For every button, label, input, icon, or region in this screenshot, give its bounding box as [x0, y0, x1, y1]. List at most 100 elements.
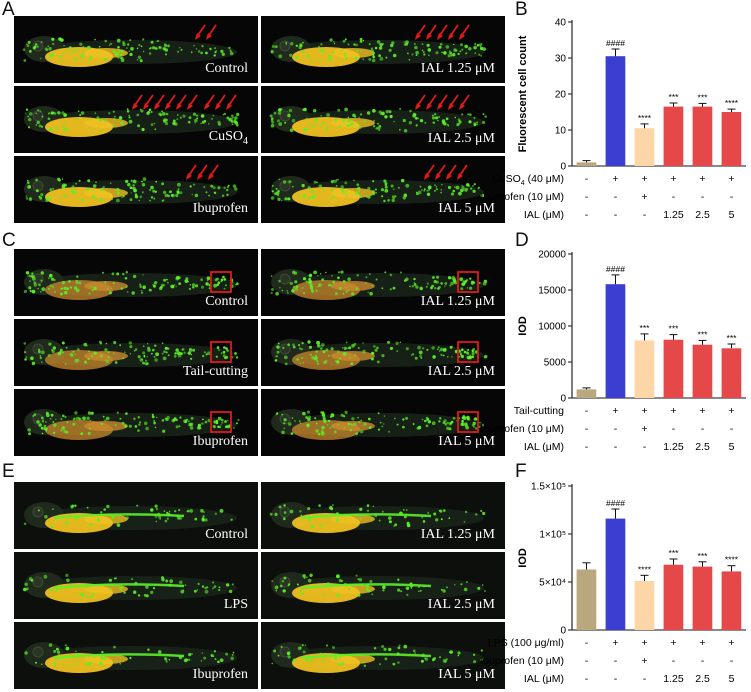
bar-chart-svg: 0 5000 10000 15000 20000 IOD #### *** *** *** *** T… — [480, 250, 746, 453]
treatment-mark: 5 — [729, 209, 735, 221]
treatment-row-label: Ibuprofen (10 μM) — [480, 423, 564, 435]
zebrafish-larva — [14, 389, 258, 456]
zebrafish-larva — [261, 482, 505, 549]
red-arrow-marker — [143, 94, 154, 110]
image-label: IAL 1.25 μM — [420, 527, 495, 542]
zebrafish-larva — [261, 622, 505, 689]
y-tick-label: 10000 — [538, 322, 566, 333]
zebrafish-larva — [14, 482, 258, 549]
bar — [634, 340, 655, 398]
significance-label: *** — [669, 324, 680, 334]
significance-label: *** — [698, 329, 709, 339]
bar — [692, 344, 713, 398]
zebrafish-larva — [261, 319, 505, 386]
treatment-mark: - — [585, 405, 589, 417]
treatment-mark: + — [641, 191, 647, 203]
treatment-mark: - — [585, 655, 589, 667]
y-tick-label: 40 — [555, 18, 567, 29]
wound-roi-box — [210, 341, 232, 363]
treatment-mark: + — [699, 405, 705, 417]
treatment-row-label: CuSO4 (40 μM) — [492, 173, 564, 187]
zebrafish-larva — [14, 156, 258, 223]
treatment-mark: - — [701, 191, 705, 203]
fish-image-ial-5-m: IAL 5 μM — [261, 156, 505, 223]
bar — [663, 564, 684, 630]
y-tick-label: 20 — [555, 90, 567, 101]
significance-label: **** — [725, 98, 739, 108]
treatment-mark: + — [641, 405, 647, 417]
red-arrow-marker — [176, 94, 187, 110]
red-arrow-marker — [197, 164, 208, 180]
treatment-mark: 2.5 — [695, 441, 710, 453]
zebrafish-larva — [261, 86, 505, 153]
treatment-row-label: IAL (μM) — [524, 673, 564, 685]
red-arrow-marker — [415, 24, 426, 40]
image-label: IAL 5 μM — [438, 434, 495, 449]
zebrafish-larva — [14, 16, 258, 83]
y-tick-label: 30 — [555, 54, 567, 65]
significance-label: #### — [606, 38, 625, 48]
bar — [721, 571, 742, 630]
bar — [634, 581, 655, 630]
bar — [605, 56, 626, 167]
fish-image-ibuprofen: Ibuprofen — [14, 156, 258, 223]
significance-label: #### — [606, 264, 625, 274]
red-arrow-marker — [459, 94, 470, 110]
treatment-mark: + — [728, 637, 734, 649]
significance-label: *** — [669, 92, 680, 102]
image-label: IAL 2.5 μM — [427, 131, 495, 146]
treatment-mark: - — [585, 173, 589, 185]
treatment-mark: + — [670, 405, 676, 417]
zebrafish-larva — [261, 156, 505, 223]
fish-image-ial-1-25-m: IAL 1.25 μM — [261, 16, 505, 83]
treatment-mark: + — [728, 173, 734, 185]
treatment-mark: - — [585, 441, 589, 453]
treatment-mark: + — [641, 655, 647, 667]
red-arrow-marker — [448, 94, 459, 110]
red-arrow-marker — [206, 24, 217, 40]
significance-label: **** — [725, 555, 739, 565]
red-arrow-marker — [437, 94, 448, 110]
red-arrow-marker — [226, 94, 237, 110]
fish-image-tail-cutting: Tail-cutting — [14, 319, 258, 386]
image-label: Control — [205, 61, 248, 76]
wound-roi-box — [210, 411, 232, 433]
image-label: IAL 2.5 μM — [427, 597, 495, 612]
fish-image-ibuprofen: Ibuprofen — [14, 622, 258, 689]
bar — [663, 106, 684, 166]
fish-image-cuso4: CuSO4 — [14, 86, 258, 153]
treatment-mark: + — [699, 637, 705, 649]
panel-letter-f: F — [515, 461, 527, 482]
bar-chart-b: 0 10 20 30 40 Fluorescent cell count #### **** *… — [480, 6, 751, 221]
image-label: IAL 2.5 μM — [427, 364, 495, 379]
image-label: Ibuprofen — [192, 667, 248, 682]
image-label: Ibuprofen — [192, 201, 248, 216]
treatment-mark: 2.5 — [695, 209, 710, 221]
bar — [663, 339, 684, 398]
treatment-mark: - — [614, 655, 618, 667]
treatment-mark: + — [670, 637, 676, 649]
treatment-mark: - — [585, 191, 589, 203]
red-arrow-marker — [187, 94, 198, 110]
image-label: IAL 1.25 μM — [420, 294, 495, 309]
wound-roi-box — [457, 411, 479, 433]
significance-label: *** — [698, 551, 709, 561]
bar — [721, 112, 742, 166]
wound-roi-box — [457, 341, 479, 363]
y-tick-label: 10 — [555, 126, 567, 137]
zebrafish-larva — [14, 249, 258, 316]
treatment-row-label: Ibuprofen (10 μM) — [480, 655, 564, 667]
significance-label: **** — [638, 113, 652, 123]
treatment-mark: 1.25 — [663, 209, 684, 221]
treatment-mark: - — [643, 441, 647, 453]
image-label: IAL 1.25 μM — [420, 61, 495, 76]
image-label: IAL 5 μM — [438, 201, 495, 216]
y-axis-label: IOD — [517, 548, 529, 568]
treatment-mark: - — [585, 673, 589, 685]
bar — [605, 284, 626, 398]
image-label: IAL 5 μM — [438, 667, 495, 682]
treatment-row-label: LPS (100 μg/ml) — [488, 637, 564, 649]
y-tick-label: 1.5×10⁵ — [531, 482, 566, 493]
y-tick-label: 1×10⁵ — [539, 530, 566, 541]
